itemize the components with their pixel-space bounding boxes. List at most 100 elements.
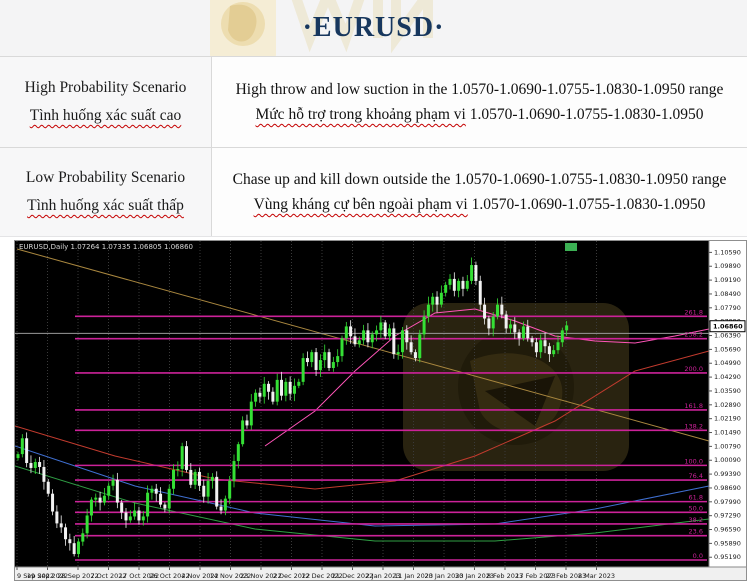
candle-body [500,304,504,315]
candle-body [392,328,396,355]
candle-body [530,338,534,343]
candle-body [556,342,560,351]
candle-body [167,488,171,509]
candle-body [452,278,456,291]
candle-body [353,336,357,345]
candle-body [318,360,322,370]
candle-body [413,352,417,359]
date-axis-label: 26 Oct 2022 [149,572,189,580]
candle-body [400,330,404,353]
low-scenario-desc-en: Chase up and kill down outside the 1.057… [232,171,727,188]
date-axis-label: 8 Mar 2023 [578,572,615,580]
candle-body [102,495,106,503]
candle-body [340,338,344,357]
candle-body [314,352,318,370]
date-axis-label: 19 Sep 2022 [27,572,68,580]
candle-body [366,330,370,343]
price-axis-label: 1.05690 [714,345,741,353]
low-scenario-desc-vi: Vùng kháng cự bên ngoài phạm vi 1.0570-1… [229,192,731,217]
candle-body [42,466,46,482]
price-axis-label: 1.09190 [714,276,741,284]
candle-body [76,541,80,555]
candle-body [496,304,500,317]
fib-level-label: 0.0 [693,552,703,560]
price-axis-label: 1.04290 [714,373,741,381]
candle-body [422,316,426,335]
fib-level-label: 138.2 [684,422,703,430]
candle-body [267,383,271,392]
gold-trendline [16,248,710,442]
red-ma [14,350,710,490]
candle-body [228,480,232,499]
candle-body [180,446,184,469]
date-axis-label: 14 Nov 2022 [210,572,252,580]
candle-body [275,379,279,402]
fib-level-label: 100.0 [684,457,703,465]
date-axis-label: 2 Jan 2023 [366,572,401,580]
candle-body [565,325,569,331]
fib-level-label: 238.2 [684,331,703,339]
date-axis-label: 21 Dec 2022 [332,572,374,580]
brand-watermark-logo [210,0,433,56]
candle-body [552,350,556,355]
candle-body [189,469,193,485]
low-scenario-desc-cell: Chase up and kill down outside the 1.057… [212,148,747,236]
price-axis-label: 1.07790 [714,304,741,312]
candle-body [375,330,379,335]
date-axis-label: 2 Dec 2022 [273,572,310,580]
date-axis-label: 4 Nov 2022 [181,572,219,580]
candle-body [383,322,387,337]
price-axis-label: 1.03590 [714,387,741,395]
date-axis-label: 11 Jan 2023 [394,572,433,580]
high-scenario-desc-vi-numbers: 1.0570-1.0690-1.0755-1.0830-1.0950 [469,106,704,123]
candle-body [539,340,543,353]
candle-body [81,533,85,542]
candle-body [370,334,374,343]
candle-body [94,497,98,500]
price-axis-label: 0.97290 [714,512,741,520]
high-scenario-desc-cell: High throw and low suction in the 1.0570… [212,57,747,147]
candle-body [107,485,111,496]
candle-body [85,515,89,534]
high-scenario-label-cell: High Probability Scenario Tình huống xác… [0,57,212,147]
candle-body [513,324,517,333]
price-axis-label: 0.95190 [714,553,741,561]
page-title: ·EURUSD· [302,12,445,43]
candle-body [560,330,564,343]
candle-body [98,497,102,503]
candle-body [210,476,214,481]
candle-body [487,318,491,329]
candle-body [271,391,275,402]
chart-shift-marker [565,243,577,251]
low-scenario-label-vi: Tình huống xác suất thấp [27,197,184,214]
candle-body [344,326,348,339]
candle-body [431,296,435,305]
candle-body [444,284,448,293]
candle-body [292,385,296,394]
date-axis-label: 8 Feb 2023 [487,572,523,580]
price-axis-label: 0.97990 [714,498,741,506]
date-axis-label: 17 Feb 2023 [515,572,555,580]
date-axis-label: 7 Oct 2022 [90,572,126,580]
candle-body [418,334,422,359]
candle-body [202,485,206,497]
candle-body [357,340,361,345]
date-axis-label: 27 Feb 2023 [546,572,586,580]
high-scenario-desc-vi-text: Mức hỗ trợ trong khoảng phạm vi [255,106,466,123]
candle-body [426,304,430,317]
candle-body [409,342,413,353]
candle-body [405,330,409,343]
candle-body [184,446,188,470]
fib-level-label: 50.0 [689,504,703,512]
candle-body [172,469,176,489]
price-axis-label: 0.98690 [714,484,741,492]
fib-level-label: 76.4 [689,472,703,480]
candle-body [223,498,227,511]
candle-body [258,392,262,397]
candle-body [262,383,266,397]
price-axis-label: 1.01490 [714,429,741,437]
candle-body [59,523,63,528]
current-price-label: 1.06860 [713,323,743,331]
candle-body [215,476,219,507]
